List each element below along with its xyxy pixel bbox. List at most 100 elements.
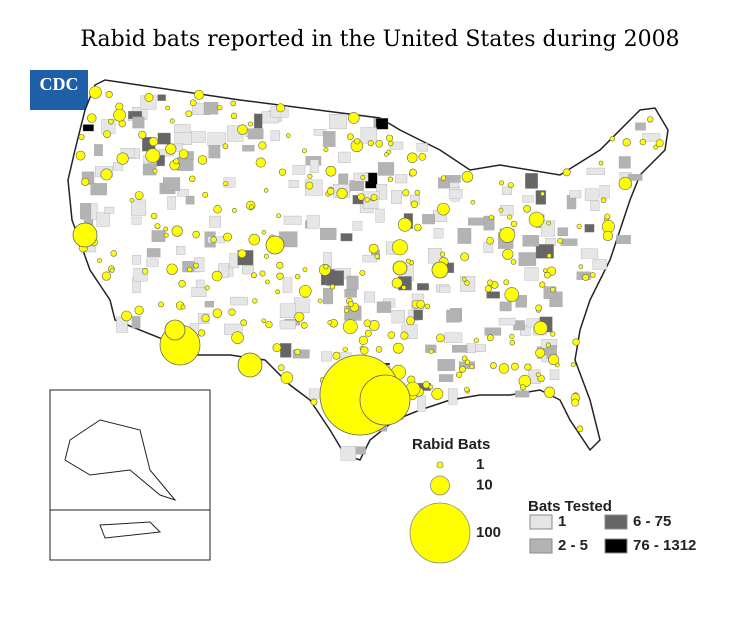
bat-dot	[387, 176, 394, 182]
bat-dot	[498, 207, 504, 213]
bat-dot	[204, 285, 210, 291]
bat-dot	[375, 140, 384, 148]
bat-dot	[116, 152, 129, 165]
bat-dot	[211, 270, 223, 282]
bat-dot	[180, 304, 186, 310]
county	[229, 253, 239, 269]
county	[599, 185, 610, 199]
bat-dot	[578, 264, 584, 270]
bat-dot	[407, 152, 418, 164]
bat-dot	[265, 235, 285, 255]
legend-title: Bats Tested	[528, 498, 612, 515]
bat-dot	[329, 283, 336, 290]
bat-dot	[410, 200, 419, 208]
county	[437, 359, 456, 371]
bat-dot	[197, 155, 208, 165]
legend-label: 100	[476, 524, 501, 541]
bat-dot	[461, 171, 474, 183]
bat-dot	[459, 365, 466, 373]
bat-dot	[178, 280, 186, 288]
county	[190, 131, 206, 143]
bat-dot	[169, 118, 175, 124]
bat-dot	[163, 232, 169, 238]
bat-dot	[490, 362, 497, 369]
bat-dot	[539, 281, 546, 288]
bat-dot	[265, 279, 270, 285]
bat-dot	[230, 112, 238, 120]
county	[346, 275, 359, 290]
bat-dot	[357, 193, 365, 201]
bat-dot	[347, 112, 360, 124]
bat-dot	[193, 262, 200, 269]
county	[468, 217, 485, 226]
bat-dot	[78, 133, 85, 140]
bat-dot	[171, 225, 183, 237]
logo: CDC	[40, 74, 79, 94]
bat-dot	[431, 261, 449, 279]
bat-dot	[504, 287, 520, 302]
bat-dot	[237, 124, 248, 135]
bat-dot	[486, 236, 494, 245]
bat-dot	[523, 205, 531, 213]
bat-dot	[359, 374, 411, 426]
bat-dot	[507, 214, 513, 220]
bat-dot	[535, 372, 541, 378]
bat-dot	[151, 212, 158, 220]
bat-dot	[548, 354, 560, 366]
alaska	[64, 419, 177, 502]
bat-dot	[103, 130, 111, 138]
county	[151, 230, 166, 242]
bat-dot	[134, 305, 144, 315]
bat-dot	[510, 220, 518, 228]
county	[174, 124, 191, 133]
county	[340, 233, 353, 242]
county	[376, 301, 392, 313]
bat-dot	[247, 121, 253, 127]
bat-dot	[113, 108, 126, 122]
county	[279, 320, 296, 330]
bat-dot	[507, 182, 514, 189]
bat-dot	[392, 342, 404, 354]
county	[518, 252, 537, 266]
bat-dot	[353, 137, 361, 145]
bat-dot	[210, 236, 217, 243]
bat-dot	[187, 266, 193, 273]
county	[309, 388, 321, 400]
bat-dot	[639, 138, 647, 146]
county	[322, 131, 336, 147]
bat-dot	[431, 387, 444, 400]
county	[326, 270, 345, 286]
county	[364, 291, 376, 303]
county	[157, 94, 166, 101]
bat-dots	[72, 86, 664, 436]
county	[475, 344, 486, 352]
county	[499, 301, 512, 312]
county	[176, 189, 189, 197]
county	[253, 113, 263, 129]
bat-dot	[368, 243, 379, 254]
bat-dot	[72, 222, 98, 248]
county	[167, 196, 176, 210]
bat-dot	[307, 173, 313, 179]
bat-dot	[347, 133, 354, 140]
bat-dot	[499, 180, 505, 186]
bat-dot	[300, 322, 308, 329]
bat-dot	[294, 273, 301, 280]
bat-dot	[391, 277, 403, 289]
bat-dot	[189, 99, 197, 107]
bat-dot	[228, 308, 236, 316]
county	[642, 133, 661, 142]
bat-dot	[255, 157, 266, 168]
county	[391, 310, 406, 324]
bat-dot	[166, 263, 178, 275]
bat-dot	[305, 181, 314, 190]
bat-dot	[499, 227, 516, 243]
county	[616, 235, 631, 244]
bat-dot	[231, 208, 237, 213]
legend-label: 1	[558, 513, 566, 530]
county	[417, 395, 426, 412]
county	[204, 300, 215, 308]
bat-dot	[509, 333, 515, 340]
bat-dot	[213, 205, 222, 214]
bat-dot	[148, 136, 159, 147]
